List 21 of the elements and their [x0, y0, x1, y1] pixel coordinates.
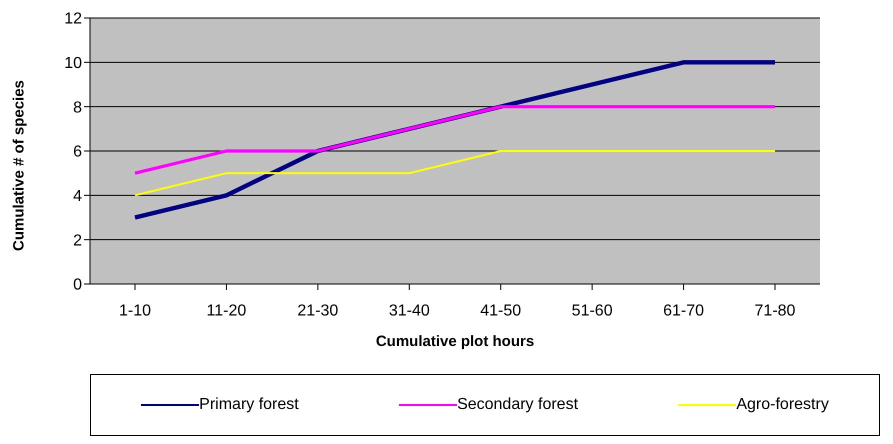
line-series	[133, 105, 777, 175]
y-axis-title: Cumulative # of species	[10, 80, 28, 251]
x-tick-label: 1-10	[118, 302, 152, 320]
x-tick-label: 51-60	[572, 302, 613, 320]
legend-label: Agro-forestry	[736, 396, 829, 414]
y-tick-label: 4	[73, 188, 82, 206]
x-axis-title: Cumulative plot hours	[376, 333, 534, 350]
y-tick-label: 6	[73, 144, 82, 161]
x-tick-label: 61-70	[663, 302, 704, 320]
x-tick-label: 41-50	[480, 302, 522, 320]
x-tick-label: 11-20	[206, 302, 246, 320]
y-tick-label: 8	[73, 99, 82, 116]
legend-label: Secondary forest	[457, 396, 578, 414]
y-tick-label: 0	[73, 276, 82, 294]
y-tick-label: 12	[64, 10, 82, 28]
x-tick-label: 21-30	[297, 302, 338, 320]
x-tick-label: 71-80	[754, 302, 796, 320]
x-tick-label: 31-40	[388, 302, 430, 320]
legend-label: Primary forest	[199, 396, 299, 414]
y-tick-label: 10	[64, 55, 82, 72]
y-tick-label: 2	[73, 232, 82, 250]
